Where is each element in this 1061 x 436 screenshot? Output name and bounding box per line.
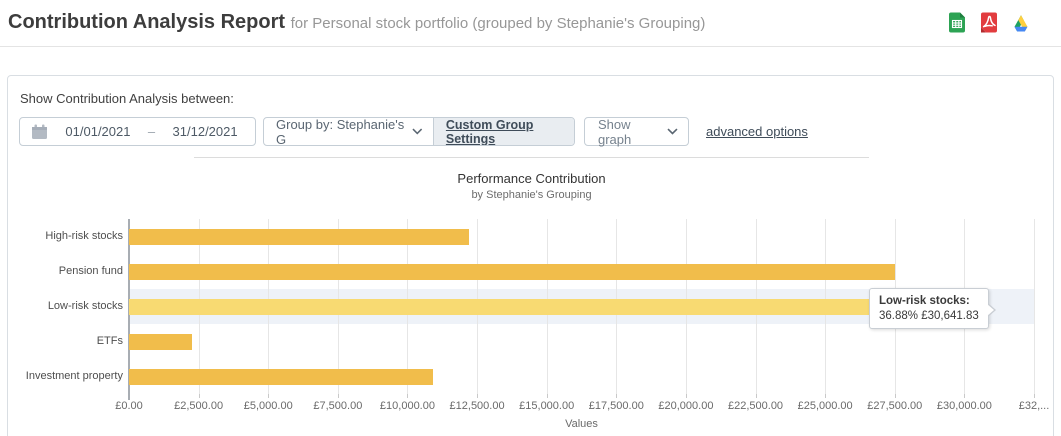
axis-tick — [894, 394, 896, 398]
axis-tick — [337, 394, 339, 398]
x-tick-label: £17,500.00 — [588, 400, 644, 412]
chart-tooltip: Low-risk stocks: 36.88% £30,641.83 — [869, 288, 996, 329]
axis-tick — [268, 394, 270, 398]
show-graph-value: Show graph — [598, 116, 632, 147]
gridline — [1034, 219, 1035, 394]
chart-title: Performance Contribution — [457, 171, 606, 186]
axis-tick — [546, 394, 548, 398]
bar-low-risk-stocks[interactable] — [129, 298, 983, 315]
category-label: Investment property — [25, 370, 123, 382]
x-tick-label: £5,000.00 — [243, 400, 293, 412]
show-graph-select[interactable]: Show graph — [584, 116, 689, 147]
custom-group-settings-button[interactable]: Custom Group Settings — [432, 117, 574, 146]
date-to-input[interactable]: 31/12/2021 — [172, 124, 238, 139]
x-tick-label: £30,000.00 — [936, 400, 992, 412]
x-tick-label: £32,... — [1018, 400, 1050, 412]
x-tick-label: £15,000.00 — [519, 400, 575, 412]
axis-tick — [685, 394, 687, 398]
chart-subtitle: by Stephanie's Grouping — [471, 189, 592, 201]
category-label: Low-risk stocks — [47, 300, 123, 312]
chevron-down-icon — [667, 128, 678, 135]
axis-tick — [825, 394, 827, 398]
date-range-picker[interactable]: 01/01/2021 – 31/12/2021 — [19, 117, 256, 146]
group-by-select[interactable]: Group by: Stephanie's G — [264, 118, 433, 145]
chevron-down-icon — [412, 128, 423, 135]
x-tick-label: £27,500.00 — [867, 400, 923, 412]
x-axis-title: Values — [565, 418, 598, 430]
tooltip-title: Low-risk stocks: — [879, 295, 970, 307]
tooltip-detail: 36.88% £30,641.83 — [879, 310, 979, 322]
x-tick-label: £25,000.00 — [797, 400, 853, 412]
x-tick-label: £22,500.00 — [728, 400, 784, 412]
axis-tick — [477, 394, 479, 398]
axis-tick — [616, 394, 618, 398]
x-tick-label: £12,500.00 — [449, 400, 505, 412]
toolbar-divider — [194, 157, 869, 158]
page-header: Contribution Analysis Report for Persona… — [0, 0, 1061, 47]
x-tick-label: £7,500.00 — [313, 400, 363, 412]
category-label: Pension fund — [58, 265, 123, 277]
x-tick-label: £0.00 — [115, 400, 143, 412]
calendar-icon — [32, 124, 47, 139]
axis-tick — [407, 394, 409, 398]
group-by-value: Group by: Stephanie's G — [276, 117, 405, 146]
report-panel: Show Contribution Analysis between: 01/0… — [7, 75, 1054, 436]
bar-investment-property[interactable] — [129, 368, 433, 385]
page-subtitle: for Personal stock portfolio (grouped by… — [290, 15, 706, 32]
filters-label: Show Contribution Analysis between: — [20, 91, 234, 106]
axis-tick — [1034, 394, 1035, 398]
x-tick-label: £10,000.00 — [379, 400, 435, 412]
bar-high-risk-stocks[interactable] — [129, 228, 469, 245]
category-label: ETFs — [96, 335, 123, 347]
bar-etfs[interactable] — [129, 333, 192, 350]
x-tick-label: £20,000.00 — [658, 400, 714, 412]
date-from-input[interactable]: 01/01/2021 — [65, 124, 131, 139]
custom-group-settings-label: Custom Group Settings — [445, 117, 534, 146]
date-separator: – — [147, 124, 156, 139]
pdf-export-icon[interactable] — [979, 12, 999, 33]
page-title: Contribution Analysis Report for Persona… — [8, 11, 706, 33]
axis-tick — [755, 394, 757, 398]
export-toolbar — [947, 12, 1031, 33]
group-by-control: Group by: Stephanie's G Custom Group Set… — [263, 117, 575, 146]
axis-tick — [198, 394, 200, 398]
category-label: High-risk stocks — [45, 230, 123, 242]
axis-tick — [964, 394, 966, 398]
drive-export-icon[interactable] — [1011, 14, 1031, 33]
x-tick-label: £2,500.00 — [174, 400, 224, 412]
advanced-options-link[interactable]: advanced options — [706, 124, 808, 139]
sheets-export-icon[interactable] — [947, 12, 967, 33]
bar-pension-fund[interactable] — [129, 263, 895, 280]
